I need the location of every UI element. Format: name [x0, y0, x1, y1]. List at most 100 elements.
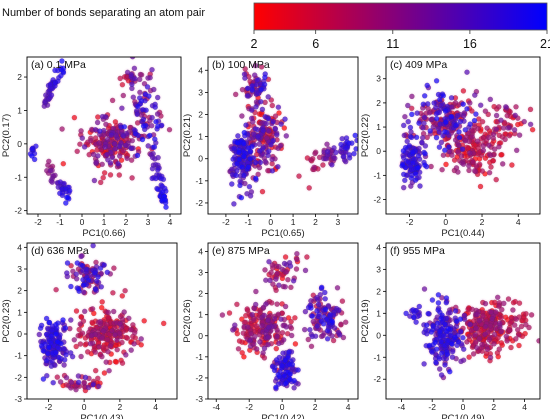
data-point — [308, 305, 314, 311]
data-point — [258, 322, 265, 329]
colorbar-tick-label: 16 — [463, 37, 477, 51]
data-point — [128, 157, 135, 163]
data-point — [327, 311, 334, 318]
data-point — [126, 315, 132, 322]
data-point — [513, 104, 519, 110]
data-point — [320, 321, 327, 327]
data-point — [346, 140, 352, 146]
data-point — [409, 111, 415, 118]
y-tick-label: -1 — [373, 170, 381, 180]
data-point — [53, 349, 59, 356]
data-point — [99, 299, 105, 305]
data-point — [247, 338, 253, 344]
data-point — [467, 100, 473, 106]
data-point — [120, 147, 127, 154]
data-point — [99, 353, 105, 360]
y-tick-label: -1 — [195, 352, 203, 362]
data-point — [469, 108, 475, 114]
data-point — [486, 169, 493, 176]
data-point — [302, 308, 309, 315]
data-point — [124, 155, 130, 162]
x-tick-label: -2 — [45, 402, 53, 412]
data-point — [59, 58, 65, 64]
data-point — [322, 306, 329, 313]
data-point — [282, 357, 289, 364]
data-point — [339, 298, 346, 304]
data-point — [401, 132, 408, 139]
data-point — [75, 379, 82, 386]
data-point — [273, 287, 279, 294]
data-point — [268, 269, 274, 276]
data-point — [451, 157, 458, 163]
y-tick-label: -3 — [195, 394, 203, 404]
data-point — [119, 81, 126, 88]
data-point — [77, 141, 83, 147]
data-point — [111, 141, 118, 147]
data-point — [219, 312, 226, 318]
data-point — [527, 121, 534, 128]
data-point — [88, 332, 95, 339]
data-point — [115, 160, 121, 167]
data-points — [225, 61, 358, 209]
data-point — [308, 157, 314, 163]
data-point — [342, 145, 349, 151]
data-point — [262, 158, 269, 165]
data-point — [130, 94, 137, 100]
data-point — [97, 128, 103, 134]
data-point — [318, 284, 325, 291]
y-tick-label: 4 — [198, 246, 203, 256]
data-point — [282, 303, 289, 310]
data-point — [275, 311, 282, 317]
data-point — [464, 106, 470, 112]
data-point — [256, 164, 263, 171]
data-point — [409, 149, 416, 155]
data-point — [276, 263, 282, 270]
data-point — [234, 160, 240, 167]
data-point — [457, 118, 464, 125]
axes-frame — [385, 56, 541, 215]
data-point — [460, 161, 467, 167]
data-point — [422, 143, 429, 149]
data-point — [512, 112, 518, 119]
data-point — [308, 343, 315, 350]
data-point — [414, 165, 421, 171]
data-point — [232, 91, 239, 98]
data-point — [147, 132, 153, 139]
data-point — [486, 142, 492, 148]
data-point — [230, 156, 236, 162]
data-point — [260, 127, 267, 134]
data-point — [64, 260, 71, 266]
data-point — [235, 346, 242, 352]
data-point — [496, 144, 502, 150]
data-point — [241, 153, 247, 160]
data-point — [105, 314, 112, 321]
data-point — [152, 136, 158, 142]
data-point — [421, 93, 428, 99]
y-axis-label: PC2(0.17) — [1, 114, 12, 157]
data-point — [509, 162, 515, 168]
data-point — [448, 95, 455, 101]
data-point — [81, 308, 88, 315]
data-point — [276, 373, 283, 380]
data-point — [73, 308, 80, 314]
data-point — [446, 144, 452, 150]
data-point — [117, 143, 123, 150]
data-point — [442, 147, 448, 153]
data-point — [265, 324, 272, 331]
data-point — [273, 357, 280, 363]
data-point — [79, 135, 86, 141]
data-point — [301, 326, 308, 333]
data-point — [257, 309, 263, 316]
data-point — [276, 282, 282, 288]
data-point — [244, 306, 250, 312]
data-point — [154, 111, 161, 117]
data-point — [53, 321, 59, 328]
data-point — [266, 148, 272, 154]
data-point — [109, 97, 116, 104]
data-point — [63, 200, 69, 206]
data-point — [440, 92, 447, 99]
data-point — [114, 346, 120, 353]
data-point — [117, 320, 123, 327]
data-point — [96, 344, 102, 350]
